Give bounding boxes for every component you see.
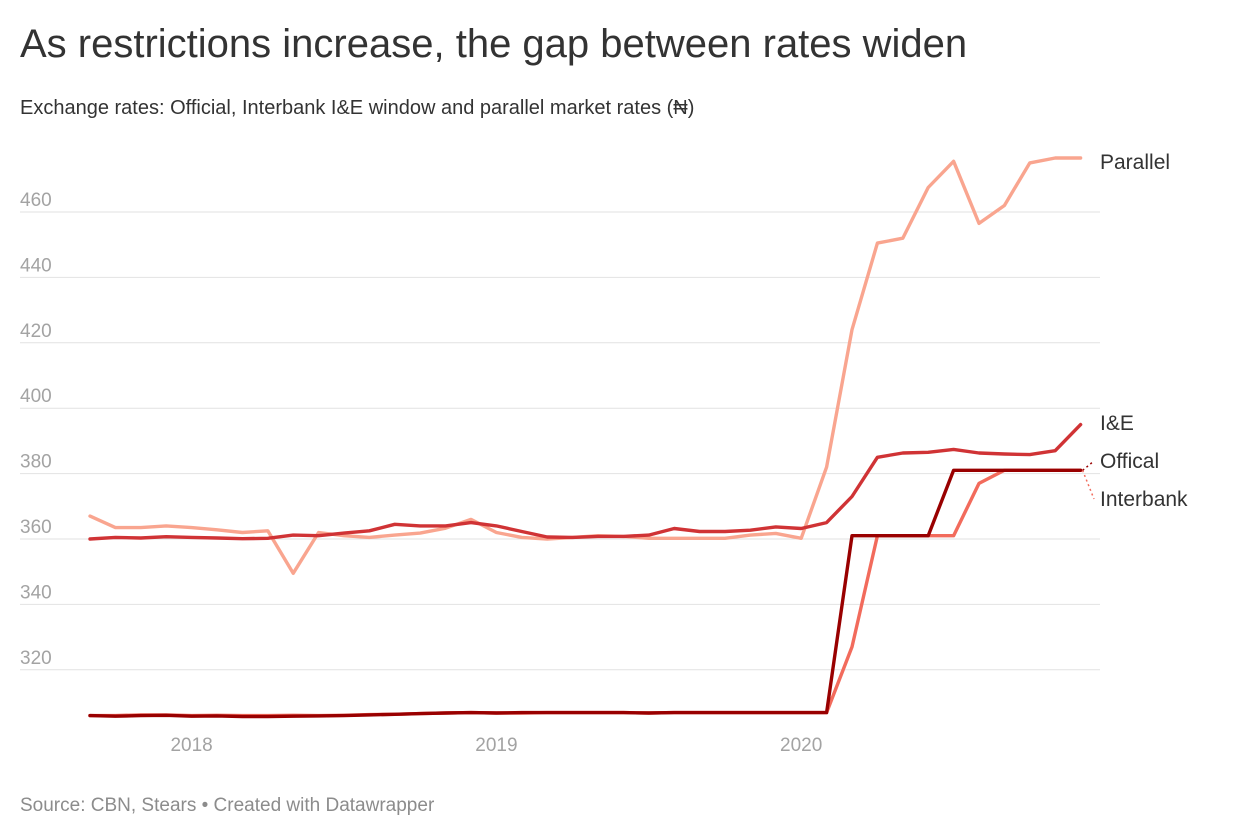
y-tick-label: 440	[20, 255, 52, 276]
y-tick-label: 400	[20, 386, 52, 407]
gridlines	[20, 211, 1100, 671]
source-credit: Source: CBN, Stears • Created with Dataw…	[20, 795, 435, 816]
series-label-offical: Offical	[1100, 450, 1159, 473]
y-tick-label: 360	[20, 517, 52, 538]
y-tick-label: 420	[20, 321, 52, 342]
series-line-parallel	[88, 156, 1083, 575]
series-label-parallel: Parallel	[1100, 151, 1170, 174]
x-axis-ticks: 2018 2019 2020	[170, 735, 822, 756]
y-tick-label: 340	[20, 582, 52, 603]
chart-title: As restrictions increase, the gap betwee…	[20, 22, 968, 66]
series-line-offical	[88, 468, 1083, 719]
series-labels: Parallel I&E Interbank Offical	[1081, 151, 1188, 511]
series-line-interbank	[88, 468, 1083, 718]
x-tick-label: 2020	[780, 735, 822, 756]
series-line-i-e	[88, 422, 1083, 541]
y-axis-ticks: 320 340 360 380 400 420 440 460	[20, 190, 52, 669]
chart-subtitle: Exchange rates: Official, Interbank I&E …	[20, 97, 695, 119]
x-tick-label: 2019	[475, 735, 517, 756]
y-tick-label: 460	[20, 190, 52, 211]
y-tick-label: 320	[20, 648, 52, 669]
label-connector	[1082, 460, 1095, 471]
line-chart: 320 340 360 380 400 420 440 460 2018 2019 2020 Pa…	[20, 151, 1188, 756]
x-tick-label: 2018	[170, 735, 212, 756]
series-label-i-e: I&E	[1100, 412, 1134, 435]
series-label-interbank: Interbank	[1100, 488, 1188, 511]
y-tick-label: 380	[20, 452, 52, 473]
label-connector	[1081, 470, 1095, 500]
series-lines	[88, 156, 1083, 719]
